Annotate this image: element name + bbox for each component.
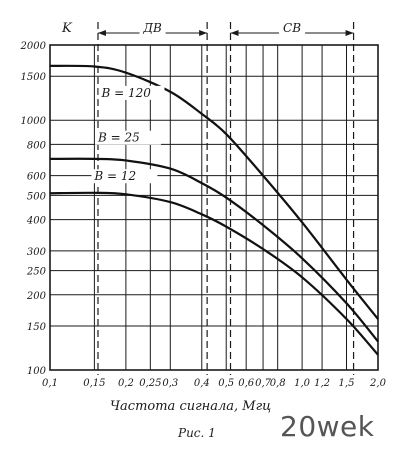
x-tick-label: 0,4: [194, 378, 210, 389]
x-tick-label: 0,3: [162, 378, 178, 389]
tick-labels: 0,1 0,15 0,2 0,25 0,3 0,4 0,5 0,6 0,70,8 1,0 1,2 1,…: [20, 41, 387, 389]
x-tick-label: 1,2: [314, 378, 330, 389]
band-arrowhead-left: [97, 30, 106, 36]
y-tick-label: 300: [27, 247, 47, 258]
x-tick-label: 0,6: [238, 378, 255, 389]
y-tick-label: 800: [27, 140, 47, 151]
curves: B = 120 B = 25 B = 12: [49, 64, 379, 356]
band-label: СВ: [283, 21, 301, 35]
series-line: [49, 191, 379, 356]
x-tick-label: 0,8: [270, 378, 286, 389]
x-tick-label: 0,2: [118, 378, 134, 389]
watermark: 20wek: [280, 410, 375, 443]
grid: [49, 44, 379, 371]
x-tick-label: 0,15: [83, 378, 105, 389]
x-tick-label: 0,25: [139, 378, 161, 389]
series-label-bg: [98, 85, 165, 100]
y-tick-label: 1500: [21, 72, 47, 83]
y-tick-label: 1000: [21, 116, 47, 127]
y-tick-label: 200: [26, 291, 47, 302]
band-label: ДВ: [142, 21, 162, 35]
band-label-bg: [279, 21, 306, 35]
x-tick-label: 0,1: [42, 378, 58, 389]
series-label-bg: [94, 130, 161, 145]
band-label-bg: [139, 21, 166, 35]
frequency-bands: ДВ СВ: [97, 21, 355, 375]
figure-caption: Рис. 1: [178, 426, 216, 440]
y-tick-label: 100: [27, 366, 47, 377]
y-tick-label: 250: [26, 267, 47, 278]
x-axis-label: Частота сигнала, Мгц: [110, 399, 271, 414]
series-label-bg: [91, 169, 158, 184]
y-tick-label: 150: [27, 322, 47, 333]
y-tick-label: 2000: [20, 41, 47, 52]
x-tick-label: 1,0: [294, 378, 311, 389]
x-tick-label: 0,7: [255, 378, 272, 389]
y-tick-label: 400: [26, 216, 47, 227]
band-arrowhead-right: [345, 30, 354, 36]
y-tick-label: 500: [27, 191, 47, 202]
band-arrowhead-right: [199, 30, 208, 36]
x-tick-label: 0,5: [218, 378, 234, 389]
x-tick-label: 2,0: [369, 378, 387, 389]
y-axis-label: K: [61, 21, 73, 36]
y-tick-label: 600: [27, 172, 47, 183]
series-line: [49, 157, 379, 343]
series-label: B = 120: [100, 86, 151, 100]
series-label: B = 25: [97, 131, 140, 145]
plot-frame: [49, 44, 379, 371]
series-line: [49, 64, 379, 320]
band-arrowhead-left: [230, 30, 239, 36]
x-tick-label: 1,5: [339, 378, 355, 389]
series-label: B = 12: [93, 169, 136, 183]
